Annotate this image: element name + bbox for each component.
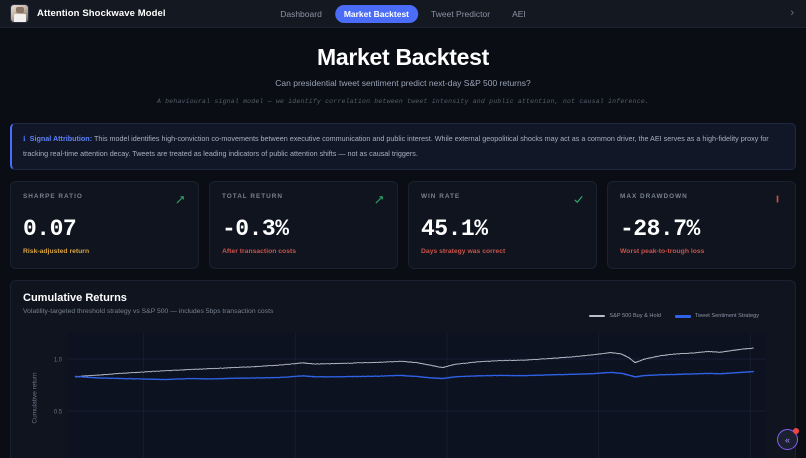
chart-legend: S&P 500 Buy & Hold Tweet Sentiment Strat… xyxy=(589,313,759,319)
chart-plot-area: 00.51.020172018201920202021Cumulative re… xyxy=(23,317,783,458)
trending-up-icon xyxy=(175,193,186,209)
legend-label: Tweet Sentiment Strategy xyxy=(694,313,759,320)
stat-card-total-return[interactable]: TOTAL RETURN -0.3% After transaction cos… xyxy=(209,181,398,270)
stat-value: -0.3% xyxy=(222,216,289,243)
banner-label: Signal Attribution: xyxy=(29,134,93,143)
top-navbar: Attention Shockwave Model Dashboard Mark… xyxy=(0,0,806,28)
info-icon: ℹ xyxy=(23,136,26,143)
stat-value: 0.07 xyxy=(23,216,77,243)
cumulative-returns-panel: Cumulative Returns Volatility-targeted t… xyxy=(10,280,796,458)
stat-value: -28.7% xyxy=(620,216,700,243)
legend-item-benchmark: S&P 500 Buy & Hold xyxy=(589,313,661,319)
card-header: TOTAL RETURN xyxy=(222,193,385,209)
collapse-panel-button[interactable]: « xyxy=(777,428,799,450)
stat-description: Days strategy was correct xyxy=(421,248,506,256)
svg-text:0.5: 0.5 xyxy=(54,410,63,416)
page-subtitle: Can presidential tweet sentiment predict… xyxy=(275,78,531,88)
primary-nav: Dashboard Market Backtest Tweet Predicto… xyxy=(271,4,535,23)
page-title: Market Backtest xyxy=(317,44,489,70)
signal-attribution-banner: ℹ Signal Attribution: This model identif… xyxy=(10,123,796,171)
legend-label: S&P 500 Buy & Hold xyxy=(609,313,661,320)
legend-item-strategy: Tweet Sentiment Strategy xyxy=(674,313,759,320)
stat-description: Risk-adjusted return xyxy=(23,248,90,256)
stat-card-max-drawdown[interactable]: MAX DRAWDOWN -28.7% Worst peak-to-trough… xyxy=(607,181,796,270)
stat-card-win-rate[interactable]: WIN RATE 45.1% Days strategy was correct xyxy=(408,181,597,270)
stat-label: MAX DRAWDOWN xyxy=(620,193,688,201)
notification-dot-icon xyxy=(793,428,799,434)
nav-link-tweet-predictor[interactable]: Tweet Predictor xyxy=(431,8,491,19)
chevron-right-icon[interactable]: › xyxy=(790,7,794,19)
trending-up-icon xyxy=(374,193,385,209)
brand[interactable]: Attention Shockwave Model xyxy=(10,4,166,23)
stat-label: WIN RATE xyxy=(421,193,461,201)
page-content: Market Backtest Can presidential tweet s… xyxy=(0,28,806,458)
banner-text: This model identifies high-conviction co… xyxy=(23,134,769,158)
svg-text:Cumulative return: Cumulative return xyxy=(32,372,39,424)
legend-swatch xyxy=(589,315,606,318)
nav-link-aei[interactable]: AEI xyxy=(512,8,526,19)
stat-description: Worst peak-to-trough loss xyxy=(620,248,705,256)
stat-value: 45.1% xyxy=(421,216,488,243)
cumulative-returns-chart: 00.51.020172018201920202021Cumulative re… xyxy=(32,333,766,458)
stat-label: SHARPE RATIO xyxy=(23,193,83,201)
double-chevron-left-icon: « xyxy=(784,434,790,445)
stat-card-grid: SHARPE RATIO 0.07 Risk-adjusted return T… xyxy=(10,181,796,270)
stat-card-sharpe-ratio[interactable]: SHARPE RATIO 0.07 Risk-adjusted return xyxy=(10,181,199,270)
stat-description: After transaction costs xyxy=(222,248,297,256)
nav-link-dashboard[interactable]: Dashboard xyxy=(280,8,322,19)
brand-name: Attention Shockwave Model xyxy=(37,8,166,19)
chart-title: Cumulative Returns xyxy=(23,292,127,305)
card-header: WIN RATE xyxy=(421,193,584,209)
page-disclaimer: A behavioural signal model — we identify… xyxy=(156,98,650,105)
app-avatar-icon xyxy=(10,4,29,23)
hero-section: Market Backtest Can presidential tweet s… xyxy=(10,28,796,111)
card-header: SHARPE RATIO xyxy=(23,193,186,209)
stat-label: TOTAL RETURN xyxy=(222,193,283,201)
card-header: MAX DRAWDOWN xyxy=(620,193,783,209)
svg-text:1.0: 1.0 xyxy=(54,358,63,364)
nav-link-market-backtest[interactable]: Market Backtest xyxy=(334,4,419,23)
alert-bar-icon xyxy=(772,193,783,209)
check-icon xyxy=(573,193,584,209)
legend-swatch xyxy=(674,314,691,318)
chart-subtitle: Volatility-targeted threshold strategy v… xyxy=(23,308,274,316)
